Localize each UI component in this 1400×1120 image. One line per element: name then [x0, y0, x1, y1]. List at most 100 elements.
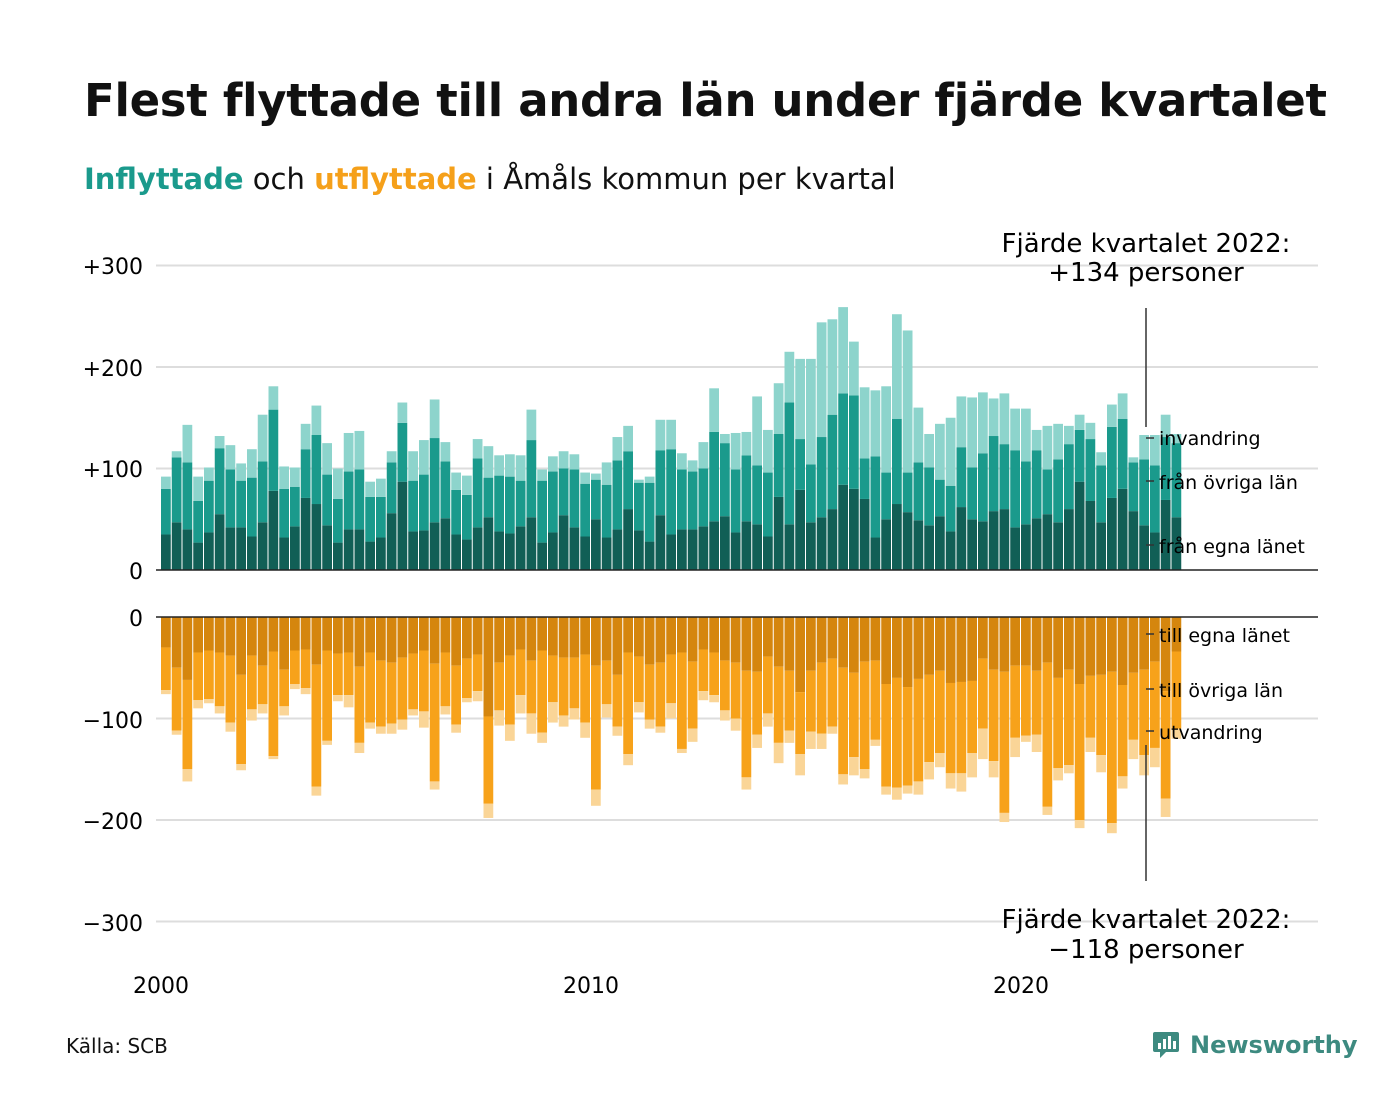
bar-in-ovriga — [558, 468, 569, 516]
bar-out-utvandring — [859, 769, 870, 779]
bar-in-ovriga — [720, 443, 730, 517]
bar-out-utvandring — [816, 733, 827, 749]
bar-in-egna — [225, 527, 236, 570]
bar-out-ovriga — [171, 667, 182, 731]
bar-in-egna — [1160, 499, 1171, 570]
bar-out-egna — [440, 617, 451, 653]
bar-in-ovriga — [171, 457, 182, 523]
bar-out-utvandring — [1171, 728, 1182, 739]
bar-out-egna — [687, 617, 698, 662]
bar-out-utvandring — [558, 715, 569, 727]
bar-out-utvandring — [1107, 823, 1117, 834]
bar-in-invandring — [666, 419, 676, 450]
bar-out-egna — [462, 617, 472, 659]
bar-in-invandring — [591, 473, 601, 480]
bar-out-utvandring — [268, 756, 279, 760]
bar-in-invandring — [763, 429, 773, 473]
bar-in-egna — [892, 504, 902, 570]
bar-out-utvandring — [978, 728, 988, 760]
bar-out-utvandring — [580, 722, 590, 738]
bar-out-egna — [483, 617, 494, 717]
bar-in-egna — [290, 526, 300, 570]
bar-in-egna — [1107, 497, 1117, 570]
bar-in-egna — [988, 511, 999, 570]
bar-out-ovriga — [720, 660, 730, 711]
bar-out-ovriga — [354, 666, 365, 743]
bar-in-invandring — [408, 451, 418, 481]
bar-in-egna — [494, 531, 504, 570]
bar-out-egna — [182, 617, 193, 680]
bar-in-egna — [279, 537, 289, 570]
bar-out-egna — [1010, 617, 1020, 666]
bar-in-ovriga — [343, 471, 354, 530]
bar-out-utvandring — [386, 723, 397, 734]
bar-in-invandring — [902, 330, 913, 473]
bar-out-ovriga — [451, 665, 461, 725]
bar-in-ovriga — [666, 449, 676, 535]
bar-out-ovriga — [956, 681, 967, 774]
bar-out-egna — [591, 617, 601, 666]
bar-out-ovriga — [677, 652, 687, 749]
bar-in-invandring — [784, 351, 795, 403]
bar-out-egna — [677, 617, 687, 653]
bar-out-egna — [354, 617, 365, 667]
bar-out-utvandring — [494, 710, 504, 726]
bar-out-utvandring — [988, 761, 999, 778]
bar-in-ovriga — [1064, 444, 1074, 510]
bar-out-ovriga — [773, 666, 784, 743]
bar-out-utvandring — [440, 706, 451, 715]
bar-out-utvandring — [752, 734, 762, 748]
bar-out-ovriga — [1053, 677, 1063, 769]
bar-out-ovriga — [763, 656, 773, 714]
bar-in-invandring — [988, 398, 999, 437]
bar-in-invandring — [1064, 425, 1074, 445]
bar-in-egna — [644, 541, 655, 570]
bar-out-utvandring — [1053, 768, 1063, 781]
bar-out-utvandring — [171, 730, 182, 735]
bar-in-invandring — [601, 462, 612, 485]
bar-in-egna — [612, 529, 623, 570]
bar-out-utvandring — [892, 787, 902, 800]
bar-in-ovriga — [1150, 465, 1160, 533]
bar-in-ovriga — [956, 447, 967, 508]
bar-out-utvandring — [548, 702, 558, 723]
bar-out-utvandring — [666, 703, 676, 719]
bar-in-egna — [677, 529, 687, 570]
bar-out-egna — [709, 617, 719, 653]
bar-in-egna — [419, 530, 429, 570]
bar-out-utvandring — [343, 695, 354, 708]
bar-in-egna — [537, 542, 547, 570]
bar-out-utvandring — [634, 702, 644, 713]
bar-in-invandring — [709, 388, 719, 432]
bar-in-ovriga — [376, 496, 386, 538]
bar-out-ovriga — [268, 651, 279, 757]
bar-out-egna — [580, 617, 590, 655]
bar-out-ovriga — [698, 649, 709, 692]
bar-in-egna — [784, 524, 795, 570]
bar-in-egna — [1150, 532, 1160, 570]
bars-utflyttade — [156, 616, 1318, 834]
bar-in-invandring — [752, 396, 762, 466]
bar-in-invandring — [1139, 435, 1149, 460]
bar-out-utvandring — [429, 781, 440, 790]
bar-out-utvandring — [945, 773, 956, 789]
bar-out-utvandring — [655, 726, 666, 733]
bar-in-egna — [300, 497, 311, 570]
bar-out-utvandring — [784, 730, 795, 743]
bar-out-ovriga — [300, 649, 311, 689]
bar-in-ovriga — [182, 462, 193, 530]
bar-out-egna — [773, 617, 784, 667]
bar-in-invandring — [569, 454, 580, 470]
bar-out-egna — [1107, 617, 1117, 672]
bar-in-ovriga — [881, 472, 891, 520]
bar-in-ovriga — [279, 488, 289, 538]
bar-out-egna — [537, 617, 547, 651]
label-till-ovriga-lan: till övriga län — [1159, 680, 1283, 702]
bar-in-egna — [687, 529, 698, 570]
bar-out-utvandring — [236, 764, 246, 771]
bar-out-utvandring — [644, 719, 655, 729]
bar-in-invandring — [440, 442, 451, 462]
bar-out-utvandring — [935, 753, 945, 768]
y-tick-top-300: +300 — [83, 255, 143, 280]
bar-in-egna — [1171, 517, 1182, 570]
